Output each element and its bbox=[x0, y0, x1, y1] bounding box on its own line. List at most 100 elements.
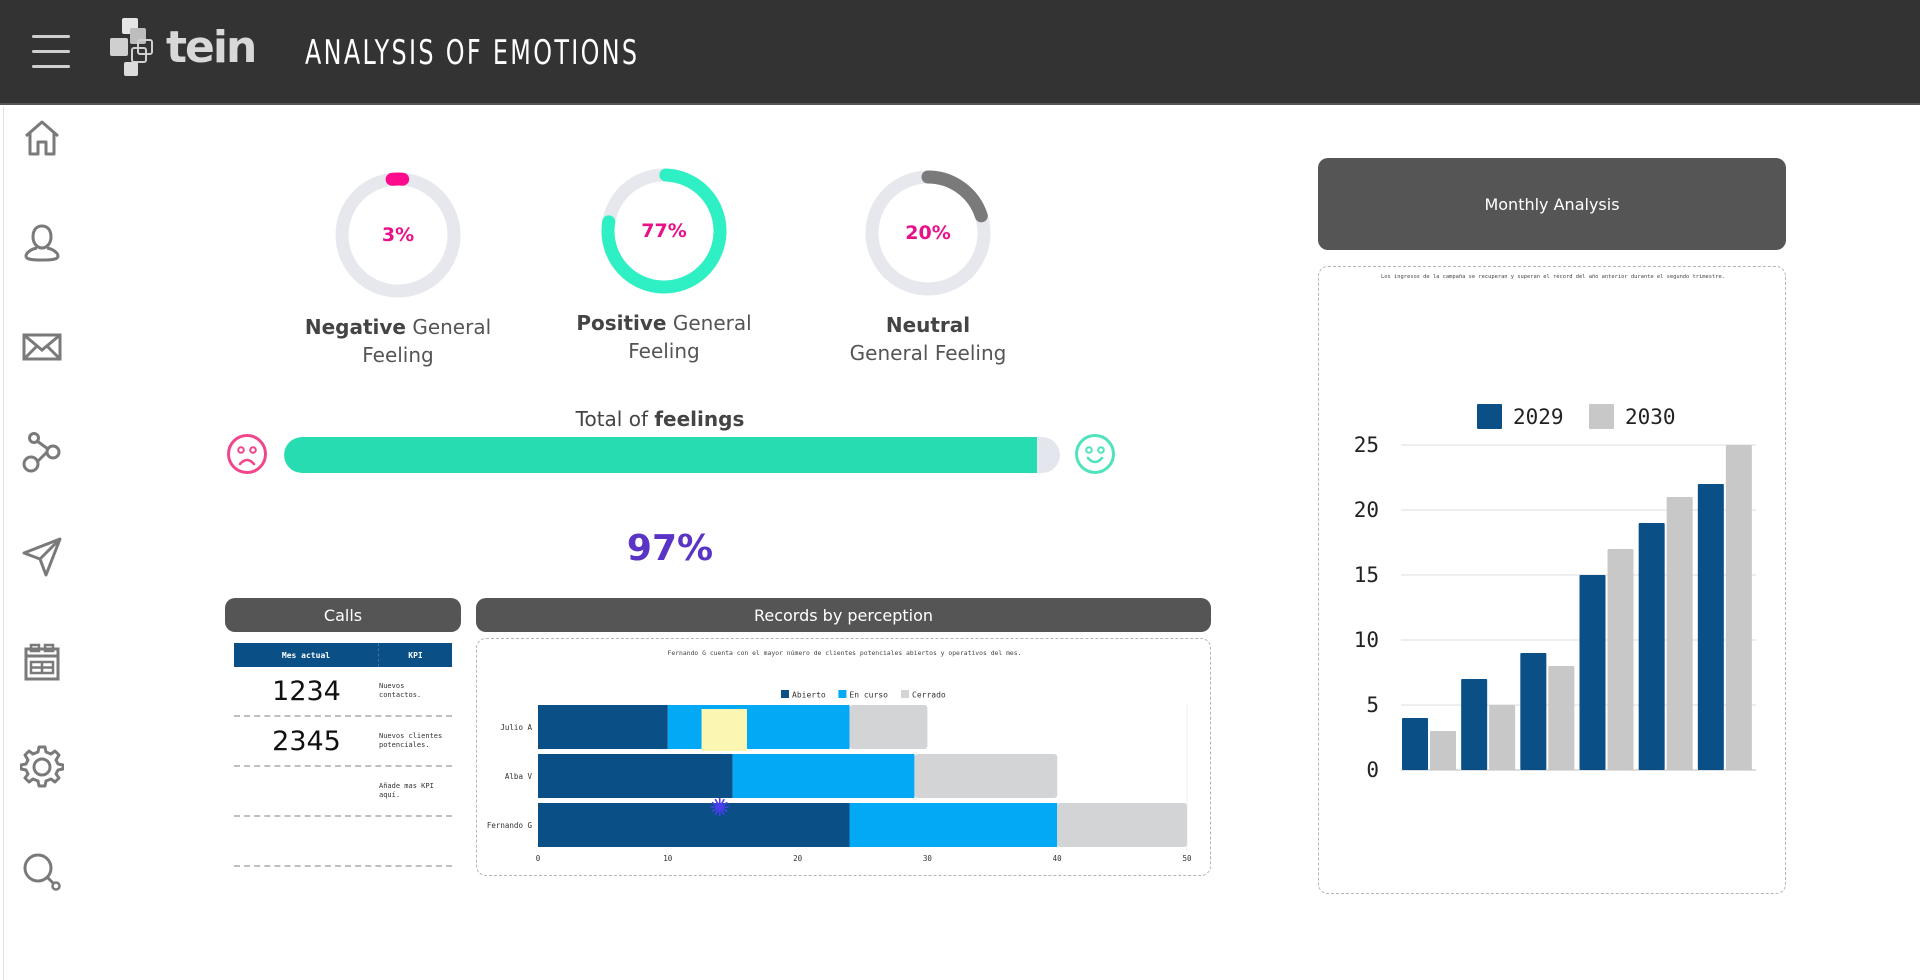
gauge-arc bbox=[865, 170, 991, 296]
gauge-label-bold: Negative bbox=[304, 315, 406, 339]
bar bbox=[1666, 497, 1693, 770]
bar bbox=[1725, 445, 1752, 770]
bar bbox=[1402, 718, 1428, 770]
send-icon[interactable] bbox=[20, 535, 64, 579]
calls-table: Mes actual KPI 1234 Nuevos contactos. 23… bbox=[234, 643, 452, 867]
share-icon[interactable] bbox=[20, 430, 64, 474]
x-tick-label: 40 bbox=[1053, 854, 1063, 863]
search-icon[interactable] bbox=[20, 850, 64, 894]
table-row: 1234 Nuevos contactos. bbox=[234, 667, 452, 717]
hamburger-icon[interactable] bbox=[32, 34, 70, 70]
gauge-arc bbox=[335, 172, 461, 298]
gauge-label-line2: Feeling bbox=[362, 343, 434, 367]
gauge-label-line2: Feeling bbox=[628, 339, 700, 363]
mail-icon[interactable] bbox=[20, 325, 64, 369]
bar bbox=[1697, 484, 1724, 770]
bar bbox=[1579, 575, 1606, 770]
gauge-label: Neutral General Feeling bbox=[808, 311, 1048, 367]
monthly-chart-panel: Los ingresos de la campaña se recuperan … bbox=[1318, 266, 1786, 894]
gauge-neutral: 20% bbox=[858, 163, 998, 303]
kpi-label: Añade mas KPI aquí. bbox=[379, 782, 434, 799]
gauge-negative: 3% bbox=[328, 165, 468, 305]
y-tick-label: 5 bbox=[1366, 693, 1379, 717]
total-feelings-progress bbox=[284, 437, 1060, 473]
x-tick-label: 10 bbox=[663, 854, 673, 863]
gauge-label-bold: Neutral bbox=[885, 313, 971, 337]
happy-face-icon bbox=[1074, 433, 1116, 475]
legend-swatch bbox=[1589, 404, 1614, 429]
x-tick-label: 50 bbox=[1182, 854, 1192, 863]
gauge-label-rest: General bbox=[666, 311, 752, 335]
table-row bbox=[234, 817, 452, 867]
sad-face-icon bbox=[226, 433, 268, 475]
calls-header: Calls bbox=[225, 598, 461, 632]
total-title-prefix: Total of bbox=[575, 407, 655, 431]
table-row: 2345 Nuevos clientes potenciales. bbox=[234, 717, 452, 767]
legend-label: Cerrado bbox=[912, 691, 946, 700]
records-header: Records by perception bbox=[476, 598, 1211, 632]
user-icon[interactable] bbox=[20, 220, 64, 264]
legend-label: 2029 bbox=[1513, 405, 1564, 429]
y-tick-label: 0 bbox=[1366, 758, 1379, 782]
bar bbox=[1520, 653, 1547, 770]
category-label: Fernando G bbox=[487, 821, 533, 830]
legend-swatch bbox=[901, 690, 909, 698]
bar-segment bbox=[1057, 803, 1187, 847]
gauge-label-bold: Positive bbox=[576, 311, 667, 335]
gear-icon[interactable] bbox=[19, 745, 65, 789]
gauge-arc bbox=[601, 168, 727, 294]
bar-segment bbox=[538, 754, 733, 798]
gauge-value: 3% bbox=[381, 224, 415, 246]
monthly-chart: 2029 2030 0 5 10 15 20 25 bbox=[1354, 404, 1756, 782]
total-feelings-title: Total of feelings bbox=[480, 407, 840, 431]
logo-text: tein bbox=[166, 22, 257, 73]
y-tick-label: 25 bbox=[1354, 433, 1379, 457]
y-tick-label: 10 bbox=[1354, 628, 1379, 652]
total-feelings-value: 97% bbox=[626, 528, 714, 569]
x-tick-label: 0 bbox=[536, 854, 541, 863]
logo[interactable]: tein bbox=[108, 16, 258, 82]
home-icon[interactable] bbox=[20, 116, 64, 160]
x-tick-label: 20 bbox=[793, 854, 803, 863]
legend-label: 2030 bbox=[1625, 405, 1676, 429]
category-label: Julio A bbox=[500, 723, 532, 732]
kpi-value: 1234 bbox=[272, 675, 341, 707]
kpi-value: 2345 bbox=[272, 725, 341, 757]
monthly-chart-title: Los ingresos de la campaña se recuperan … bbox=[1380, 274, 1726, 280]
table-row: Añade mas KPI aquí. bbox=[234, 767, 452, 817]
logo-mark-icon bbox=[110, 18, 153, 76]
bar-segment bbox=[667, 705, 850, 749]
y-tick-label: 20 bbox=[1354, 498, 1379, 522]
kpi-label: Nuevos clientes potenciales. bbox=[379, 732, 443, 749]
kpi-label: Nuevos contactos. bbox=[379, 682, 422, 699]
sidebar bbox=[0, 107, 4, 980]
bar-segment bbox=[849, 803, 1058, 847]
bar bbox=[1461, 679, 1488, 770]
legend-swatch bbox=[838, 690, 847, 698]
monthly-header: Monthly Analysis bbox=[1318, 158, 1786, 250]
calendar-icon[interactable] bbox=[20, 640, 64, 684]
records-chart-panel: Fernando G cuenta con el mayor número de… bbox=[476, 638, 1211, 876]
column-header: KPI bbox=[408, 650, 423, 660]
asterisk-marker bbox=[710, 798, 729, 816]
legend-swatch bbox=[1477, 404, 1502, 429]
gauge-positive: 77% bbox=[594, 161, 734, 301]
bar-segment bbox=[849, 705, 928, 749]
bar bbox=[1607, 549, 1634, 770]
gauge-label: Negative General Feeling bbox=[278, 313, 518, 369]
bar-segment bbox=[538, 803, 850, 847]
calls-table-header: Mes actual KPI bbox=[234, 643, 452, 667]
legend-label: Abierto bbox=[792, 691, 826, 700]
gauge-label: Positive General Feeling bbox=[544, 309, 784, 365]
page-title: ANALYSIS OF EMOTIONS bbox=[305, 33, 640, 73]
bar bbox=[1430, 731, 1456, 770]
gauge-value: 77% bbox=[641, 220, 687, 242]
bar bbox=[1489, 705, 1516, 770]
gauge-label-line2: General Feeling bbox=[849, 341, 1007, 365]
bar bbox=[1548, 666, 1575, 770]
bar bbox=[1638, 523, 1665, 770]
sticky-note[interactable] bbox=[701, 709, 747, 751]
gauge-value: 20% bbox=[905, 222, 951, 244]
legend-swatch bbox=[781, 690, 789, 698]
top-bar: tein ANALYSIS OF EMOTIONS bbox=[0, 0, 1920, 105]
